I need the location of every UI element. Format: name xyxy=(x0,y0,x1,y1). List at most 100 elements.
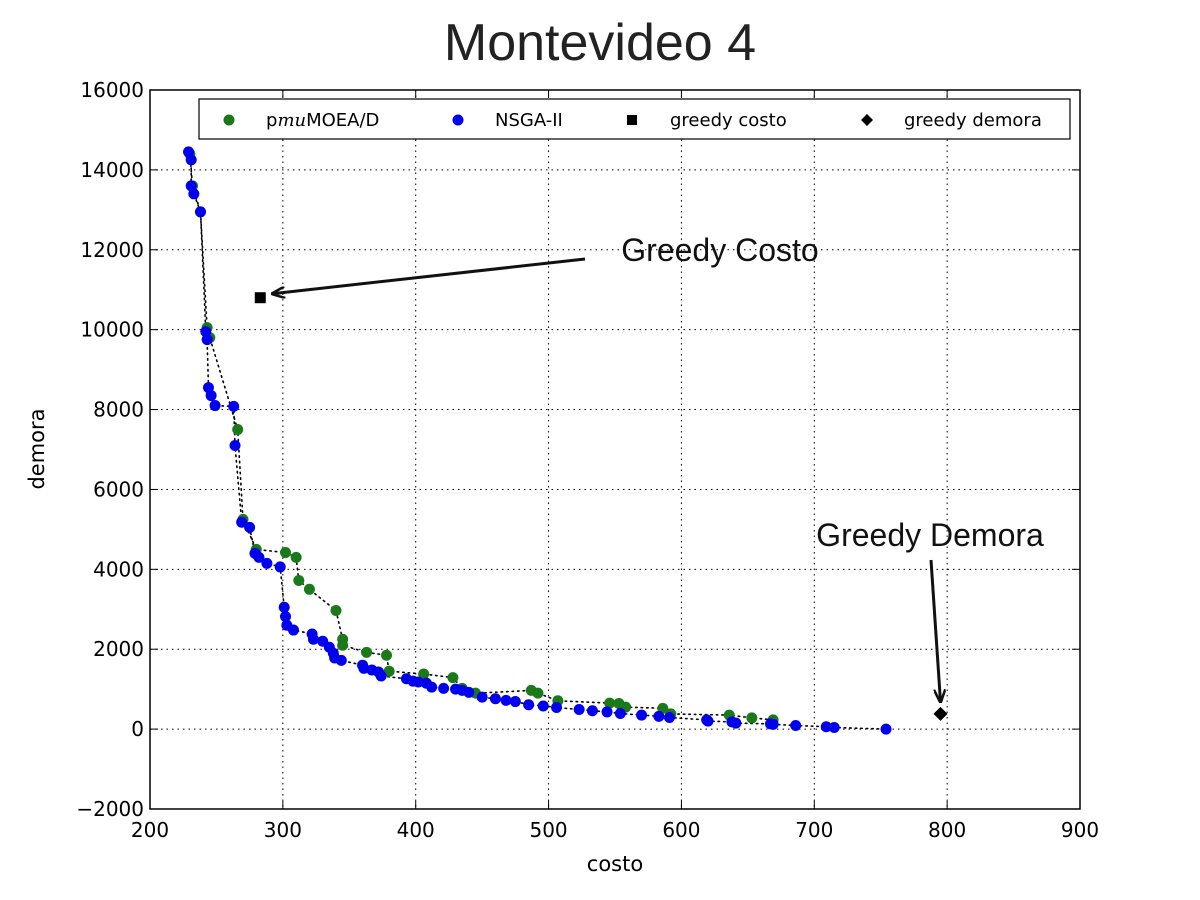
nsga-ii-point xyxy=(523,699,535,711)
x-tick-label: 300 xyxy=(264,818,302,842)
nsga-ii-point xyxy=(820,721,832,733)
x-tick-label: 600 xyxy=(662,818,700,842)
legend-marker-greedy-costo xyxy=(627,115,637,125)
annotation-arrow xyxy=(929,559,941,702)
nsga-ii-point xyxy=(601,706,613,718)
nsga-ii-point xyxy=(537,700,549,712)
x-tick-label: 700 xyxy=(795,818,833,842)
nsga-ii-point xyxy=(188,188,200,200)
nsga-ii-point xyxy=(209,400,221,412)
nsga-ii-point xyxy=(880,723,892,735)
nsga-ii-point xyxy=(426,681,438,693)
nsga-ii-point xyxy=(228,400,240,412)
pmumoea-d-point xyxy=(303,583,315,595)
y-tick-label: 2000 xyxy=(93,637,144,661)
pmumoea-d-point xyxy=(447,672,459,684)
axis-ticks: 200 300 400 500 600 700 800 900 −2000 0 2000 4000 60… xyxy=(76,78,1099,842)
nsga-ii-point xyxy=(253,551,265,563)
annotation-label: Greedy Costo xyxy=(621,232,818,268)
nsga-ii-point xyxy=(205,390,217,402)
nsga-ii-point xyxy=(509,696,521,708)
nsga-ii-point xyxy=(476,691,488,703)
nsga-ii-point xyxy=(828,722,840,734)
x-tick-label: 900 xyxy=(1061,818,1099,842)
legend-label: NSGA-II xyxy=(495,110,563,131)
x-axis-label: costo xyxy=(587,852,643,876)
pmumoea-d-point xyxy=(532,687,544,699)
annotations: Greedy Costo Greedy Demora xyxy=(272,232,1044,702)
nsga-ii-point xyxy=(790,720,802,732)
greedy-costo-point xyxy=(254,292,266,304)
nsga-ii-point xyxy=(636,709,648,721)
pmumoea-d-point xyxy=(418,668,430,680)
pmumoea-d-point xyxy=(361,646,373,658)
nsga-ii-point xyxy=(586,705,598,717)
legend-label-part: p xyxy=(266,110,277,131)
x-tick-label: 500 xyxy=(529,818,567,842)
y-tick-label: 10000 xyxy=(80,318,144,342)
nsga-ii-point xyxy=(767,718,779,730)
nsga-ii-point xyxy=(274,561,286,573)
y-tick-label: 0 xyxy=(131,717,144,741)
legend-marker-pmumoea-d xyxy=(223,114,235,126)
pmumoea-d-point xyxy=(383,665,395,677)
nsga-ii-point xyxy=(500,694,512,706)
y-tick-label: 16000 xyxy=(80,78,144,102)
nsga-ii-point xyxy=(280,610,292,622)
grid xyxy=(150,90,1080,809)
x-tick-label: 200 xyxy=(131,818,169,842)
nsga-ii-point xyxy=(551,702,563,714)
y-tick-label: −2000 xyxy=(76,797,144,821)
nsga-ii-point xyxy=(185,154,197,166)
annotation-arrow xyxy=(272,257,586,294)
y-tick-label: 6000 xyxy=(93,477,144,501)
legend-label-part: mu xyxy=(277,110,306,131)
nsga-ii-point xyxy=(663,712,675,724)
legend-label-part: MOEA/D xyxy=(306,110,379,131)
nsga-ii-point xyxy=(229,440,241,452)
pmumoea-d-point xyxy=(330,604,342,616)
legend-marker-greedy-demora xyxy=(861,114,873,126)
nsga-ii-point xyxy=(194,206,206,218)
nsga-ii-point xyxy=(614,708,626,720)
pmumoea-d-point xyxy=(232,424,244,436)
nsga-ii-point xyxy=(278,601,290,613)
nsga-ii-point xyxy=(463,686,475,698)
pmumoea-d-point xyxy=(280,547,292,559)
y-axis-label: demora xyxy=(25,408,49,489)
chart-title: Montevideo 4 xyxy=(444,14,756,72)
greedy-demora-point xyxy=(933,706,948,721)
nsga-ii-point xyxy=(307,633,319,645)
annotation-label: Greedy Demora xyxy=(816,517,1044,553)
pmumoea-d-point xyxy=(380,649,392,661)
legend-label: greedy costo xyxy=(670,110,787,131)
y-tick-label: 12000 xyxy=(80,238,144,262)
x-tick-label: 800 xyxy=(928,818,966,842)
nsga-ii-point xyxy=(438,682,450,694)
legend-label: greedy demora xyxy=(904,110,1042,131)
y-tick-label: 14000 xyxy=(80,158,144,182)
x-tick-label: 400 xyxy=(397,818,435,842)
pmumoea-d-point xyxy=(746,712,758,724)
plot-frame xyxy=(149,89,1081,810)
nsga-ii-point xyxy=(261,557,273,569)
pmumoea-d-point xyxy=(604,697,616,709)
pmumoea-d-point xyxy=(290,551,302,563)
data-points xyxy=(183,146,948,735)
nsga-ii-point xyxy=(489,693,501,705)
nsga-ii-point xyxy=(375,670,387,682)
nsga-ii-point xyxy=(244,521,256,533)
nsga-ii-point xyxy=(730,717,742,729)
y-tick-label: 4000 xyxy=(93,557,144,581)
pmumoea-d-point xyxy=(337,639,349,651)
legend: pmuMOEA/D NSGA-II greedy costo greedy demor… xyxy=(198,98,1071,140)
legend-marker-nsga-ii xyxy=(452,114,464,126)
nsga-ii-point xyxy=(236,516,248,528)
nsga-ii-point xyxy=(201,334,213,346)
nsga-ii-point xyxy=(287,624,299,636)
legend-label: pmuMOEA/D xyxy=(266,110,379,131)
nsga-ii-point xyxy=(335,654,347,666)
nsga-ii-point xyxy=(573,704,585,716)
pmumoea-d-point xyxy=(293,575,305,587)
